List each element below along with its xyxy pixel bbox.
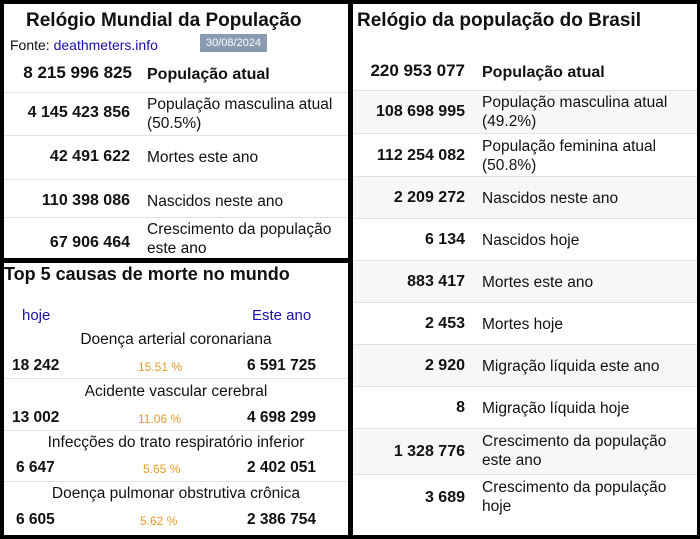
brazil-title: Relógio da população do Brasil <box>357 10 641 31</box>
cause-today: 6 605 <box>16 511 55 528</box>
brazil-births-today-value: 6 134 <box>424 231 465 248</box>
brazil-growth-year-value: 1 328 776 <box>393 443 465 460</box>
world-male-label: População masculina atual (50.5%) <box>147 96 333 132</box>
cause-today: 18 242 <box>12 357 60 374</box>
world-row-population: 8 215 996 825 População atual <box>4 56 348 92</box>
brazil-row-deaths-today: 2 453 Mortes hoje <box>353 302 697 345</box>
cause-row: Doença arterial coronariana 18 242 15.51… <box>4 329 348 379</box>
cause-today: 13 002 <box>12 409 60 426</box>
brazil-births-today-label: Nascidos hoje <box>482 232 580 249</box>
brazil-row-male: 108 698 995 População masculina atual (4… <box>353 90 697 134</box>
causes-title: Top 5 causas de morte no mundo <box>4 264 290 284</box>
top-causes-panel: Top 5 causas de morte no mundo hoje Este… <box>4 263 348 535</box>
brazil-population-panel: Relógio da população do Brasil 220 953 0… <box>353 4 697 535</box>
brazil-deaths-today-value: 2 453 <box>424 315 465 332</box>
world-row-deaths: 42 491 622 Mortes este ano <box>4 135 348 180</box>
world-births-label: Nascidos neste ano <box>147 193 284 210</box>
cause-name: Infecções do trato respiratório inferior <box>47 434 305 451</box>
cause-year: 6 591 725 <box>247 357 316 374</box>
world-title: Relógio Mundial da População <box>26 10 302 31</box>
brazil-male-label: População masculina atual (49.2%) <box>482 94 668 130</box>
cause-today: 6 647 <box>16 459 55 476</box>
brazil-deaths-today-label: Mortes hoje <box>482 316 563 333</box>
cause-year: 2 386 754 <box>247 511 316 528</box>
world-growth-label: Crescimento da população este ano <box>147 221 332 257</box>
cause-row: Doença pulmonar obstrutiva crônica 6 605… <box>4 482 348 534</box>
brazil-migration-today-label: Migração líquida hoje <box>482 400 630 417</box>
date-badge: 30/08/2024 <box>200 34 268 52</box>
brazil-deaths-year-label: Mortes este ano <box>482 274 594 291</box>
brazil-births-year-value: 2 209 272 <box>393 189 465 206</box>
cause-name: Doença arterial coronariana <box>80 331 272 348</box>
brazil-growth-year-label: Crescimento da população este ano <box>482 433 667 469</box>
brazil-row-births-today: 6 134 Nascidos hoje <box>353 218 697 261</box>
brazil-row-female: 112 254 082 População feminina atual (50… <box>353 133 697 177</box>
brazil-population-label: População atual <box>482 64 605 81</box>
cause-pct: 11.06 % <box>138 412 182 426</box>
world-row-growth: 67 906 464 Crescimento da população este… <box>4 217 348 258</box>
world-growth-value: 67 906 464 <box>49 234 130 251</box>
world-row-male: 4 145 423 856 População masculina atual … <box>4 92 348 136</box>
brazil-row-migration-today: 8 Migração líquida hoje <box>353 386 697 429</box>
brazil-deaths-year-value: 883 417 <box>407 273 465 290</box>
cause-row: Infecções do trato respiratório inferior… <box>4 431 348 482</box>
brazil-female-label: População feminina atual (50.8%) <box>482 138 657 174</box>
world-deaths-label: Mortes este ano <box>147 149 259 166</box>
world-population-value: 8 215 996 825 <box>23 63 132 82</box>
cause-pct: 5.62 % <box>140 514 178 528</box>
world-deaths-value: 42 491 622 <box>49 148 130 165</box>
col-today-header: hoje <box>22 307 51 324</box>
cause-divider <box>4 378 348 379</box>
world-population-label: População atual <box>147 66 270 83</box>
brazil-migration-year-label: Migração líquida este ano <box>482 358 660 375</box>
brazil-female-value: 112 254 082 <box>376 147 465 164</box>
cause-divider <box>4 481 348 482</box>
brazil-migration-today-value: 8 <box>456 399 465 416</box>
world-male-value: 4 145 423 856 <box>27 104 130 121</box>
source-link[interactable]: deathmeters.info <box>53 37 158 53</box>
brazil-row-migration-year: 2 920 Migração líquida este ano <box>353 344 697 387</box>
cause-pct: 5.65 % <box>143 462 181 476</box>
world-row-births: 110 398 086 Nascidos neste ano <box>4 179 348 218</box>
world-births-value: 110 398 086 <box>41 192 130 209</box>
brazil-row-growth-today: 3 689 Crescimento da população hoje <box>353 474 697 521</box>
brazil-row-births-year: 2 209 272 Nascidos neste ano <box>353 176 697 219</box>
col-year-header: Este ano <box>252 307 312 324</box>
source-label: Fonte: <box>10 37 50 53</box>
source-line: Fonte: deathmeters.info <box>10 37 158 53</box>
cause-name: Acidente vascular cerebral <box>84 383 268 400</box>
brazil-population-value: 220 953 077 <box>370 61 465 80</box>
brazil-row-deaths-year: 883 417 Mortes este ano <box>353 260 697 303</box>
brazil-growth-today-label: Crescimento da população hoje <box>482 479 667 515</box>
cause-name: Doença pulmonar obstrutiva crônica <box>51 485 301 502</box>
cause-pct: 15.51 % <box>138 360 183 374</box>
brazil-row-population: 220 953 077 População atual <box>353 50 697 90</box>
brazil-growth-today-value: 3 689 <box>424 489 465 506</box>
cause-year: 2 402 051 <box>247 459 316 476</box>
brazil-migration-year-value: 2 920 <box>424 357 465 374</box>
cause-divider <box>4 430 348 431</box>
brazil-male-value: 108 698 995 <box>376 103 465 120</box>
brazil-row-growth-year: 1 328 776 Crescimento da população este … <box>353 428 697 475</box>
cause-row: Acidente vascular cerebral 13 002 11.06 … <box>4 380 348 431</box>
cause-year: 4 698 299 <box>247 409 316 426</box>
world-population-panel: Relógio Mundial da População Fonte: deat… <box>4 4 348 258</box>
brazil-births-year-label: Nascidos neste ano <box>482 190 619 207</box>
